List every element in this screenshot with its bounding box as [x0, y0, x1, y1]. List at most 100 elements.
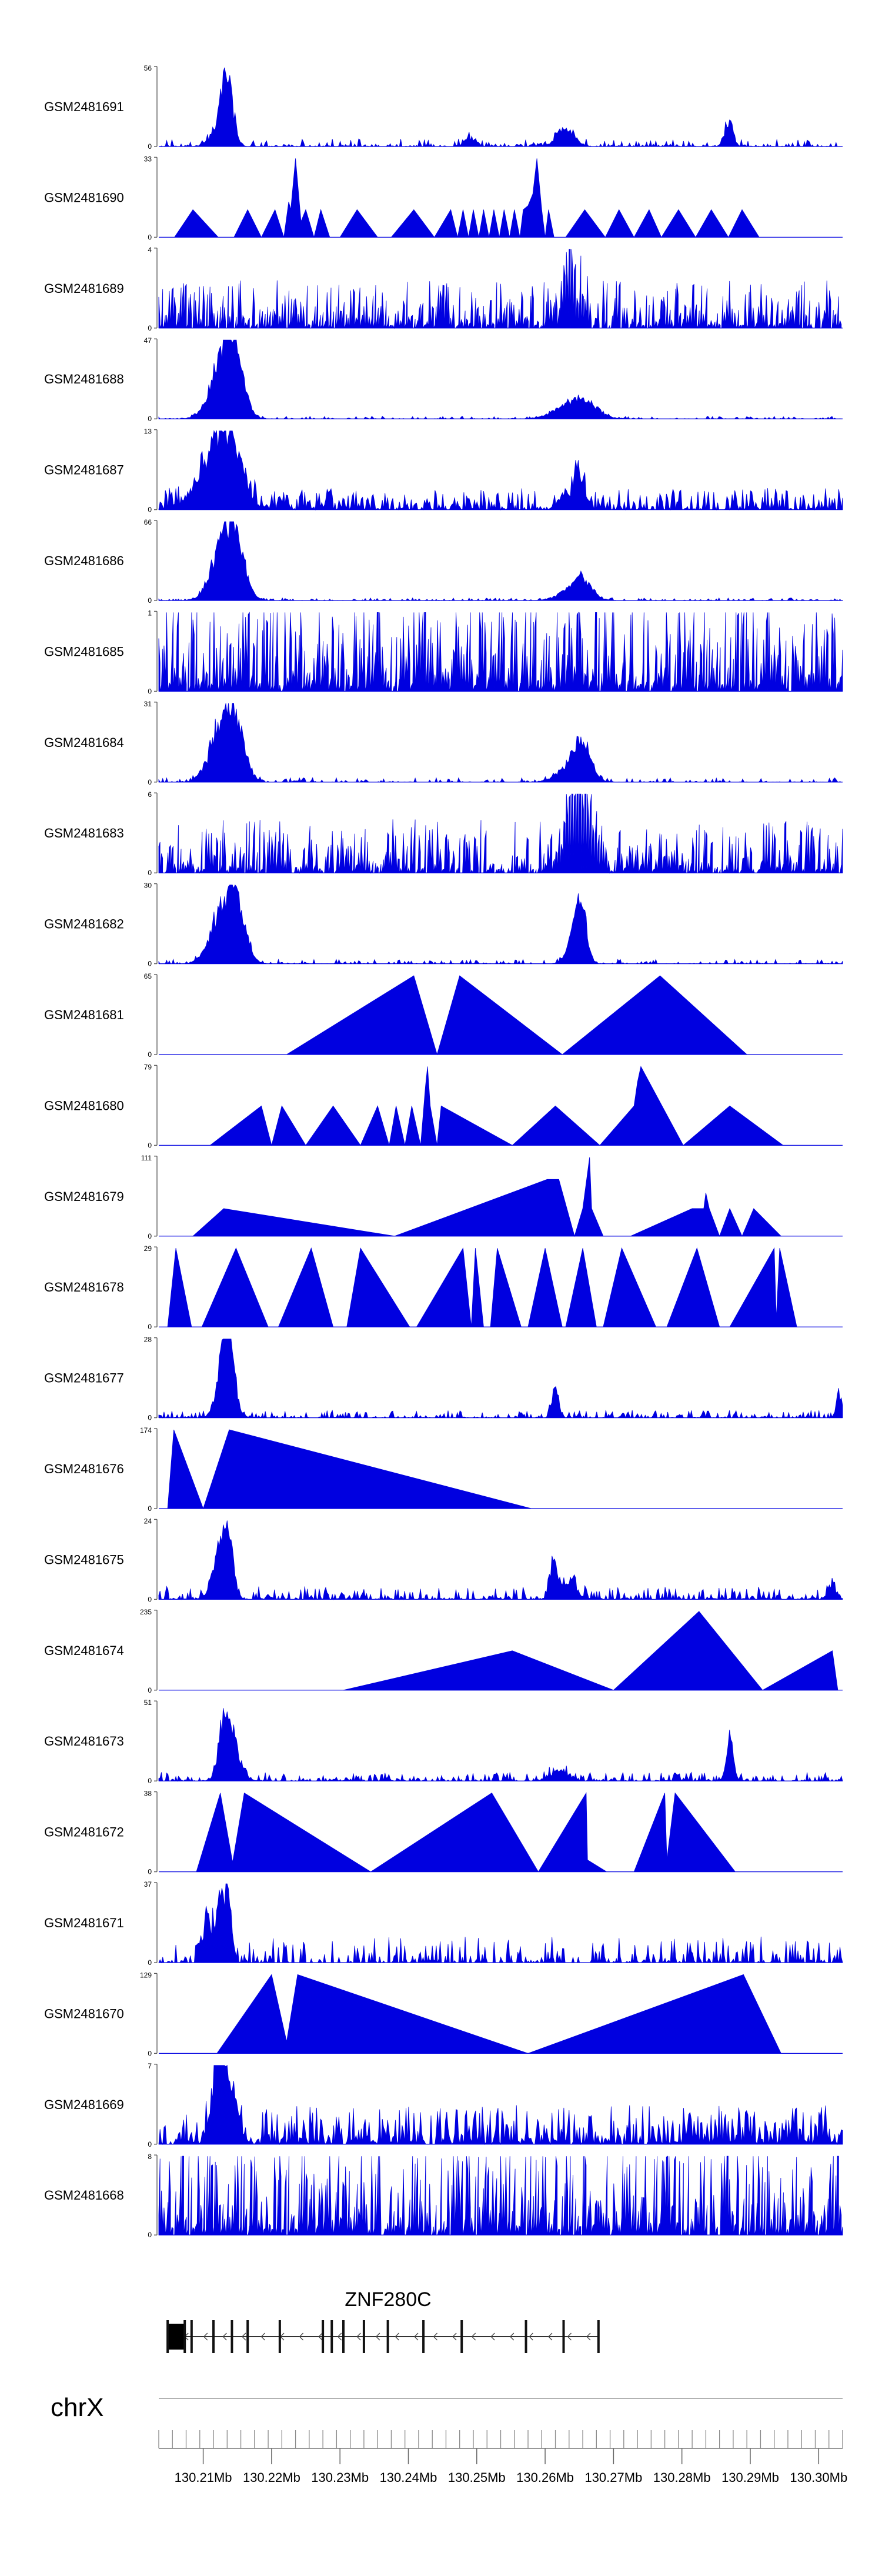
track-y-zero-label: 0 — [148, 2140, 152, 2148]
track-y-zero-label: 0 — [148, 778, 152, 786]
track-y-max-label: 65 — [144, 972, 152, 980]
track-signal-area — [209, 1066, 784, 1146]
track-y-zero-label: 0 — [148, 1232, 152, 1240]
track-y-zero-label: 0 — [148, 687, 152, 695]
axis-tick-label: 130.23Mb — [311, 2470, 369, 2485]
track-y-max-label: 31 — [144, 700, 152, 708]
gene-exon — [422, 2320, 425, 2353]
track-name-label: GSM2481690 — [44, 190, 124, 205]
track-y-max-label: 28 — [144, 1336, 152, 1344]
track-name-label: GSM2481680 — [44, 1098, 124, 1113]
strand-arrow — [356, 2333, 361, 2341]
track-y-zero-label: 0 — [148, 1323, 152, 1331]
strand-arrow — [318, 2333, 323, 2341]
track-name-label: GSM2481679 — [44, 1189, 124, 1204]
strand-arrow — [452, 2333, 457, 2341]
track-y-max-label: 66 — [144, 518, 152, 526]
axis-tick-label: 130.22Mb — [243, 2470, 300, 2485]
track-y-max-label: 13 — [144, 428, 152, 436]
genome-axis: chrX 130.21Mb 130.22Mb 130.23Mb 130.24Mb 130… — [51, 2393, 847, 2485]
gene-exon — [183, 2320, 186, 2353]
track-signal-area — [158, 884, 843, 965]
track-y-zero-label: 0 — [148, 142, 152, 151]
track-name-label: GSM2481678 — [44, 1280, 124, 1294]
chromosome-label: chrX — [51, 2393, 103, 2422]
track-GSM2481675: GSM2481675 24 0 — [44, 1517, 843, 1603]
track-GSM2481690: GSM2481690 33 0 — [44, 155, 843, 241]
track-y-max-label: 174 — [140, 1426, 152, 1434]
gene-exon — [330, 2320, 333, 2353]
track-y-zero-label: 0 — [148, 1050, 152, 1059]
gene-cds-block — [168, 2324, 185, 2350]
track-GSM2481678: GSM2481678 29 0 — [44, 1244, 843, 1331]
track-y-max-label: 235 — [140, 1608, 152, 1616]
axis-tick-label: 130.27Mb — [584, 2470, 642, 2485]
track-name-label: GSM2481672 — [44, 1825, 124, 1840]
track-GSM2481689: GSM2481689 4 0 — [44, 246, 843, 332]
strand-arrow — [395, 2333, 399, 2341]
gene-exon — [166, 2320, 169, 2353]
track-y-max-label: 47 — [144, 336, 152, 345]
gene-exon — [524, 2320, 527, 2353]
track-name-label: GSM2481683 — [44, 826, 124, 840]
strand-arrow — [529, 2333, 533, 2341]
track-GSM2481672: GSM2481672 38 0 — [44, 1790, 843, 1876]
track-name-label: GSM2481691 — [44, 99, 124, 114]
track-y-max-label: 38 — [144, 1790, 152, 1798]
track-signal-area — [173, 158, 760, 238]
track-y-zero-label: 0 — [148, 233, 152, 241]
track-y-zero-label: 0 — [148, 1958, 152, 1967]
gene-exon — [362, 2320, 365, 2353]
track-signal-area — [167, 1429, 532, 1510]
track-name-label: GSM2481677 — [44, 1371, 124, 1386]
track-y-max-label: 1 — [148, 609, 152, 617]
track-y-max-label: 8 — [148, 2153, 152, 2161]
strand-arrow — [241, 2333, 246, 2341]
track-GSM2481668: GSM2481668 8 0 — [44, 2153, 843, 2239]
gene-exon — [597, 2320, 600, 2353]
strand-arrow — [567, 2333, 572, 2341]
track-signal-area — [196, 1792, 736, 1873]
track-signal-area — [158, 1708, 843, 1782]
track-signal-area — [343, 1611, 838, 1691]
track-signal-area — [158, 249, 843, 329]
track-signal-area — [158, 703, 843, 783]
gene-exon — [212, 2320, 215, 2353]
track-name-label: GSM2481669 — [44, 2097, 124, 2112]
track-GSM2481681: GSM2481681 65 0 — [44, 972, 843, 1059]
track-GSM2481688: GSM2481688 47 0 — [44, 336, 843, 423]
strand-arrow — [375, 2333, 380, 2341]
track-name-label: GSM2481676 — [44, 1461, 124, 1476]
gene-exon — [562, 2320, 565, 2353]
gene-exon — [278, 2320, 281, 2353]
strand-arrow — [222, 2333, 227, 2341]
gene-name-label: ZNF280C — [345, 2288, 431, 2311]
track-y-zero-label: 0 — [148, 2049, 152, 2057]
track-name-label: GSM2481675 — [44, 1552, 124, 1567]
track-panels: GSM2481691560GSM2481690330GSM248168940GS… — [44, 64, 843, 2239]
track-y-zero-label: 0 — [148, 415, 152, 423]
track-GSM2481670: GSM2481670 129 0 — [44, 1971, 843, 2057]
track-GSM2481687: GSM2481687 13 0 — [44, 428, 843, 514]
track-name-label: GSM2481689 — [44, 281, 124, 296]
track-y-max-label: 24 — [144, 1517, 152, 1525]
track-y-zero-label: 0 — [148, 324, 152, 332]
track-GSM2481671: GSM2481671 37 0 — [44, 1880, 843, 1967]
strand-arrow — [203, 2333, 208, 2341]
track-y-max-label: 6 — [148, 790, 152, 799]
track-GSM2481679: GSM2481679 111 0 — [44, 1154, 843, 1240]
track-y-max-label: 37 — [144, 1880, 152, 1888]
axis-tick-label: 130.25Mb — [448, 2470, 506, 2485]
track-y-max-label: 33 — [144, 155, 152, 163]
track-y-max-label: 7 — [148, 2062, 152, 2070]
track-name-label: GSM2481673 — [44, 1734, 124, 1749]
track-GSM2481682: GSM2481682 30 0 — [44, 882, 843, 968]
track-name-label: GSM2481668 — [44, 2188, 124, 2203]
track-y-zero-label: 0 — [148, 1868, 152, 1876]
track-name-label: GSM2481671 — [44, 1916, 124, 1930]
strand-arrow — [299, 2333, 304, 2341]
track-name-label: GSM2481681 — [44, 1007, 124, 1022]
track-name-label: GSM2481688 — [44, 372, 124, 386]
track-GSM2481685: GSM2481685 1 0 — [44, 609, 843, 695]
track-y-zero-label: 0 — [148, 596, 152, 605]
